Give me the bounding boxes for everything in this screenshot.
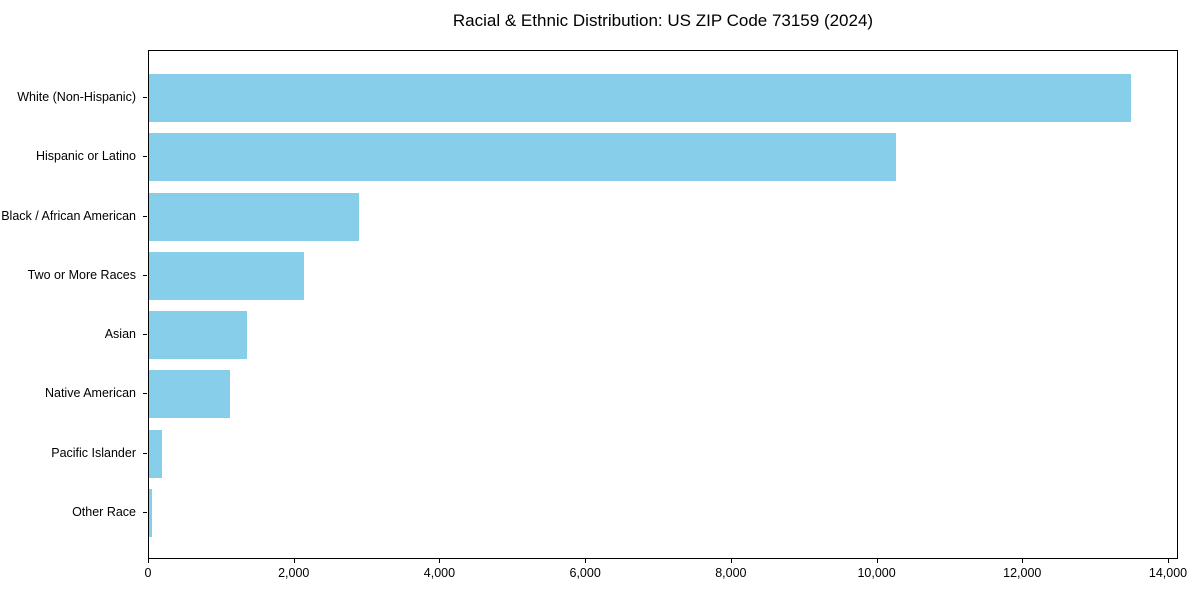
bar <box>149 311 248 360</box>
x-tick-label: 6,000 <box>569 566 601 580</box>
y-tick-label: Native American <box>44 386 136 401</box>
x-tick-label: 12,000 <box>1003 566 1042 580</box>
bar <box>149 489 152 537</box>
y-tick-mark <box>143 512 147 513</box>
x-tick-mark <box>293 559 295 563</box>
y-tick-label: Hispanic or Latino <box>35 149 136 164</box>
y-tick-mark <box>143 452 147 454</box>
x-tick-label: 0 <box>144 566 152 580</box>
bar <box>149 133 896 182</box>
x-tick-mark <box>1168 559 1169 563</box>
x-tick-mark <box>730 559 732 563</box>
y-tick-label: Black / African American <box>1 208 136 223</box>
chart-title: Racial & Ethnic Distribution: US ZIP Cod… <box>452 11 874 30</box>
x-tick-mark <box>585 559 587 563</box>
bar <box>149 251 304 300</box>
x-tick-mark <box>148 559 149 563</box>
y-tick-mark <box>143 97 147 98</box>
x-axis: 0 2,000 4,000 6,000 8,000 10,000 12,000 14,000 <box>145 559 1187 599</box>
x-tick-label: 10,000 <box>857 566 896 580</box>
y-tick-label: White (Non-Hispanic) <box>17 90 136 104</box>
bar <box>149 74 1131 122</box>
x-tick-label: 14,000 <box>1148 566 1188 580</box>
x-tick-mark <box>876 559 878 563</box>
y-tick-label: Other Race <box>72 505 136 519</box>
x-tick-mark <box>1022 559 1024 563</box>
y-tick-label: Two or More Races <box>27 267 136 282</box>
y-tick-mark <box>143 334 147 336</box>
plot-area <box>148 50 1178 559</box>
y-tick-label: Asian <box>104 327 136 342</box>
x-tick-label: 4,000 <box>423 566 456 580</box>
y-tick-mark <box>143 156 147 158</box>
x-tick-mark <box>439 559 441 563</box>
y-axis: White (Non-Hispanic) Hispanic or Latino Bl… <box>0 50 148 559</box>
x-tick-label: 8,000 <box>715 566 747 580</box>
y-tick-mark <box>143 393 147 395</box>
bar <box>149 370 230 419</box>
bar <box>149 192 359 241</box>
y-tick-label: Pacific Islander <box>51 445 136 460</box>
bar <box>149 429 163 478</box>
x-tick-label: 2,000 <box>278 566 310 580</box>
y-tick-mark <box>143 274 147 276</box>
y-tick-mark <box>143 215 147 217</box>
